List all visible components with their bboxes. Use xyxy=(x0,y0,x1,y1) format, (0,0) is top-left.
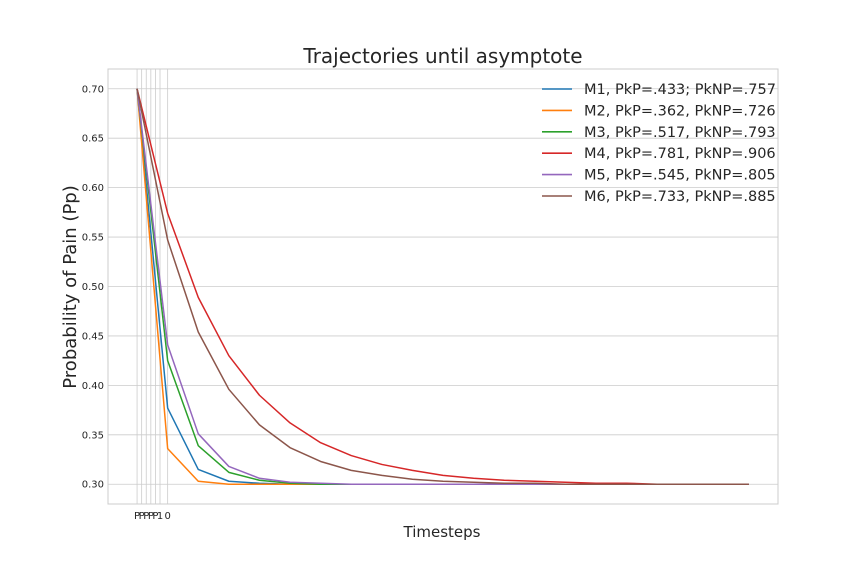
y-tick-label: 0.60 xyxy=(82,183,104,194)
legend-label: M3, PkP=.517, PkNP=.793 xyxy=(584,125,776,141)
legend-label: M6, PkP=.733, PkNP=.885 xyxy=(584,189,776,205)
y-tick-label: 0.50 xyxy=(82,282,104,293)
series-lines xyxy=(136,88,749,485)
y-tick-label: 0.35 xyxy=(82,430,104,441)
legend-label: M2, PkP=.362, PkNP=.726 xyxy=(584,103,776,119)
legend-label: M1, PkP=.433; PkNP=.757 xyxy=(584,82,776,98)
y-tick-labels: 0.30 0.35 0.40 0.45 0.50 0.55 0.60 0.65 0.70 xyxy=(82,84,104,490)
x-tick-label: 0 xyxy=(164,511,170,522)
x-tick-label: P xyxy=(134,511,140,522)
x-tick-label: P xyxy=(143,511,149,522)
legend-label: M4, PkP=.781, PkNP=.906 xyxy=(584,146,776,162)
x-tick-label: 1 xyxy=(157,511,163,522)
legend: M1, PkP=.433; PkNP=.757 M2, PkP=.362, PkN… xyxy=(542,82,776,205)
plot-frame xyxy=(107,68,779,505)
legend-entry: M2, PkP=.362, PkNP=.726 xyxy=(542,103,776,119)
legend-entry: M1, PkP=.433; PkNP=.757 xyxy=(542,82,776,98)
legend-entry: M6, PkP=.733, PkNP=.885 xyxy=(542,189,776,205)
x-tick-label: P xyxy=(152,511,158,522)
y-tick-label: 0.30 xyxy=(82,480,104,491)
legend-label: M5, PkP=.545, PkNP=.805 xyxy=(584,168,776,184)
y-tick-label: 0.55 xyxy=(82,233,104,244)
x-tick-label: P xyxy=(148,511,154,522)
legend-entry: M4, PkP=.781, PkNP=.906 xyxy=(542,146,776,162)
y-tick-label: 0.65 xyxy=(82,134,104,145)
legend-entry: M3, PkP=.517, PkNP=.793 xyxy=(542,125,776,141)
x-tick-label: P xyxy=(139,511,145,522)
y-axis-label: Probability of Pain (Pp) xyxy=(60,185,81,388)
y-tick-label: 0.40 xyxy=(82,381,104,392)
y-tick-label: 0.70 xyxy=(82,84,104,95)
legend-entry: M5, PkP=.545, PkNP=.805 xyxy=(542,168,776,184)
series-line-6 xyxy=(136,88,749,485)
x-axis-label: Timesteps xyxy=(403,523,481,541)
chart-title: Trajectories until asymptote xyxy=(302,44,582,68)
y-tick-label: 0.45 xyxy=(82,331,104,342)
